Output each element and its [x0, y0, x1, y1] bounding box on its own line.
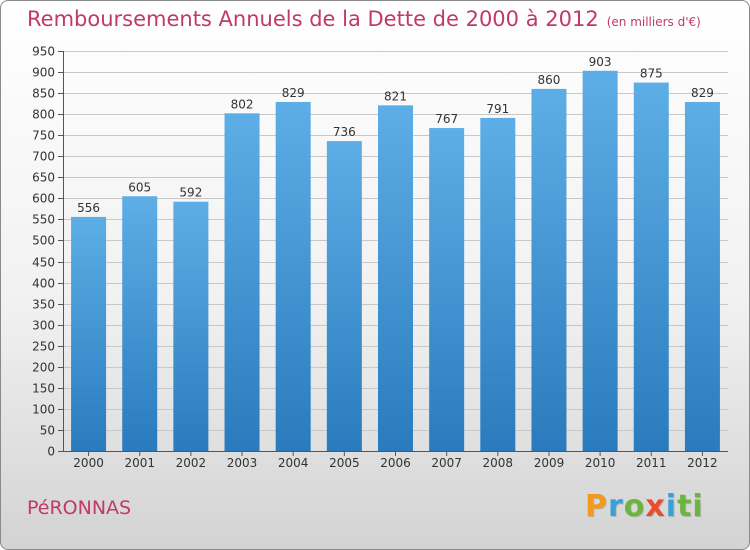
- data-label: 605: [128, 180, 151, 194]
- y-tick-label: 150: [32, 382, 55, 396]
- logo-letter-1: P: [585, 489, 608, 524]
- y-tick-label: 500: [32, 234, 55, 248]
- logo-letter-2: r: [608, 489, 624, 524]
- bar: [122, 196, 158, 451]
- y-tick-label: 950: [32, 45, 55, 59]
- bars: 556 605 592 802 829 736 821 767 791 860 903 875 829: [71, 55, 720, 452]
- data-label: 829: [282, 86, 305, 100]
- unit-label: (en milliers d'€): [606, 15, 701, 29]
- bar: [633, 82, 669, 451]
- data-label: 829: [691, 86, 714, 100]
- title-text: Remboursements Annuels de la Dette de 20…: [27, 7, 599, 31]
- bar: [326, 141, 362, 451]
- y-tick-label: 300: [32, 319, 55, 333]
- logo-letter-6: ti: [677, 489, 704, 524]
- y-tick-label: 400: [32, 277, 55, 291]
- data-label: 791: [486, 102, 509, 116]
- data-label: 767: [435, 112, 458, 126]
- data-label: 875: [640, 67, 663, 81]
- logo-letter-5: i: [665, 489, 678, 524]
- y-tick-label: 200: [32, 361, 55, 375]
- x-tick-label: 2000: [73, 456, 104, 470]
- bar: [480, 117, 516, 452]
- bar: [173, 201, 209, 451]
- x-tick-label: 2009: [534, 456, 565, 470]
- y-tick-label: 550: [32, 213, 55, 227]
- data-label: 736: [333, 125, 356, 139]
- y-tick-label: 800: [32, 108, 55, 122]
- bar: [582, 70, 618, 451]
- x-tick-label: 2006: [380, 456, 411, 470]
- y-tick-label: 850: [32, 87, 55, 101]
- x-tick-label: 2004: [278, 456, 309, 470]
- logo-letter-3: o: [623, 489, 646, 524]
- y-axis: 0 50 100 150 200 250 300 350 400 450 500 550 600 650 7…: [32, 45, 64, 459]
- x-tick-label: 2010: [585, 456, 616, 470]
- y-tick-label: 450: [32, 256, 55, 270]
- data-label: 903: [589, 55, 612, 69]
- data-label: 802: [231, 97, 254, 111]
- bar: [429, 128, 465, 451]
- chart-title: Remboursements Annuels de la Dette de 20…: [27, 7, 701, 31]
- x-tick-label: 2003: [227, 456, 258, 470]
- data-label: 821: [384, 89, 407, 103]
- y-tick-label: 700: [32, 150, 55, 164]
- bar: [224, 113, 260, 451]
- bar: [71, 216, 107, 451]
- data-label: 592: [179, 186, 202, 200]
- x-tick-label: 2005: [329, 456, 360, 470]
- y-tick-label: 750: [32, 129, 55, 143]
- x-axis: 2000 2001 2002 2003 2004 2005 2006 2007 2008 2009…: [63, 451, 728, 470]
- y-tick-label: 250: [32, 340, 55, 354]
- x-tick-label: 2002: [176, 456, 207, 470]
- x-tick-label: 2012: [687, 456, 718, 470]
- y-tick-label: 0: [47, 445, 55, 459]
- logo-letter-4: x: [645, 489, 666, 524]
- y-tick-label: 900: [32, 66, 55, 80]
- y-tick-label: 650: [32, 171, 55, 185]
- y-tick-label: 50: [40, 424, 55, 438]
- bar: [684, 101, 720, 452]
- y-tick-label: 350: [32, 298, 55, 312]
- proxiti-logo: Proxiti: [585, 489, 704, 524]
- bar: [275, 101, 311, 452]
- bar: [378, 105, 413, 451]
- x-tick-label: 2008: [483, 456, 514, 470]
- data-label: 556: [77, 201, 100, 215]
- commune-name: PéRONNAS: [27, 497, 132, 519]
- bar: [531, 88, 567, 451]
- y-tick-label: 100: [32, 403, 55, 417]
- y-tick-label: 600: [32, 192, 55, 206]
- data-label: 860: [538, 73, 561, 87]
- x-tick-label: 2001: [124, 456, 155, 470]
- x-tick-label: 2007: [431, 456, 462, 470]
- x-tick-label: 2011: [636, 456, 667, 470]
